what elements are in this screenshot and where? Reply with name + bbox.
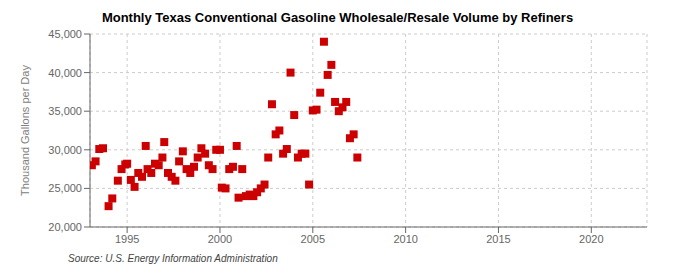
svg-text:45,000: 45,000: [48, 28, 82, 40]
html-text:Source: U.S. Energy Informatio: Source: U.S. Energy Information Administ…: [68, 253, 278, 264]
svg-text:30,000: 30,000: [48, 144, 82, 156]
svg-text:2010: 2010: [393, 233, 417, 245]
svg-text:40,000: 40,000: [48, 67, 82, 79]
svg-text:2015: 2015: [486, 233, 510, 245]
svg-text:Thousand Gallons per Day: Thousand Gallons per Day: [19, 65, 31, 196]
svg-text:20,000: 20,000: [48, 221, 82, 233]
svg-text:1995: 1995: [115, 233, 139, 245]
svg-text:25,000: 25,000: [48, 182, 82, 194]
svg-text:2000: 2000: [208, 233, 232, 245]
svg-text:2005: 2005: [301, 233, 325, 245]
html-text:Monthly Texas Conventional Gas: Monthly Texas Conventional Gasoline Whol…: [101, 10, 574, 25]
svg-text:2020: 2020: [579, 233, 603, 245]
svg-text:35,000: 35,000: [48, 105, 82, 117]
